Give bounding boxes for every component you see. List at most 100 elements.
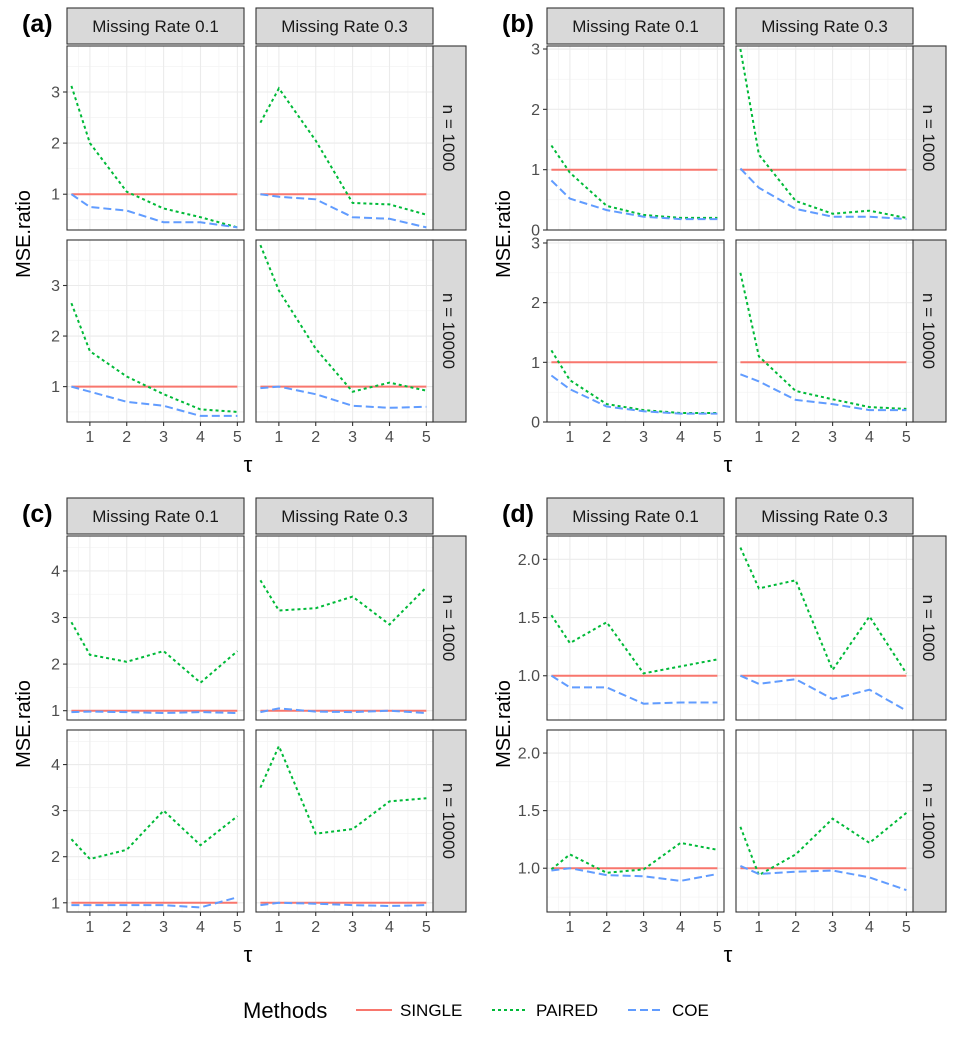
series-line-paired — [739, 48, 907, 219]
x-tick-label: 1 — [274, 919, 283, 936]
plot-border — [546, 239, 725, 423]
facet-strip-column — [735, 7, 914, 45]
facet-cell: 1.0 1.5 2.0 — [518, 535, 725, 721]
chart-panel: (c) Missing Rate 0.1 Missing Rate 0.3 n = 1… — [13, 497, 467, 967]
plot-background — [547, 730, 724, 912]
x-tick-label: 5 — [713, 429, 722, 446]
x-tick-label: 2 — [311, 429, 320, 446]
panel-label: (b) — [502, 10, 534, 38]
legend-item-label: PAIRED — [536, 1001, 598, 1020]
plot-border — [66, 535, 245, 721]
series-line-paired — [550, 614, 718, 675]
y-tick-label: 2.0 — [518, 552, 540, 569]
facet-cell: 0 1 2 3 — [531, 42, 725, 240]
plot-border — [255, 729, 434, 913]
x-tick-label: 3 — [348, 429, 357, 446]
series-line-paired — [550, 349, 718, 414]
y-tick-label: 1 — [51, 187, 60, 204]
x-tick-label: 2 — [122, 919, 131, 936]
y-tick-label: 3 — [51, 803, 60, 820]
plot-background — [67, 730, 244, 912]
plot-border — [255, 535, 434, 721]
legend-item-label: SINGLE — [400, 1001, 462, 1020]
y-tick-label: 1 — [531, 162, 540, 179]
x-axis-label: τ — [244, 942, 253, 967]
series-line-coe — [260, 901, 427, 908]
panel-label: (c) — [22, 500, 53, 528]
chart-panel: (b) Missing Rate 0.1 Missing Rate 0.3 n = 1… — [493, 7, 947, 477]
series-line-coe — [260, 707, 427, 714]
y-tick-label: 4 — [51, 757, 60, 774]
facet-strip-column — [66, 7, 245, 45]
legend: Methods SINGLE PAIRED COE — [243, 998, 709, 1023]
facet-strip-row-label: n = 1000 — [439, 595, 458, 662]
y-tick-label: 2 — [51, 657, 60, 674]
series-line-paired — [259, 579, 428, 626]
series-line-paired — [550, 841, 718, 874]
x-tick-label: 3 — [639, 919, 648, 936]
series-line-coe — [71, 385, 238, 417]
y-tick-label: 2 — [531, 295, 540, 312]
x-tick-label: 1 — [85, 429, 94, 446]
series-line-paired — [259, 743, 427, 835]
y-tick-label: 3 — [531, 42, 540, 59]
plot-background — [256, 536, 433, 720]
y-tick-label: 2 — [51, 136, 60, 153]
y-tick-label: 3 — [531, 235, 540, 252]
y-axis-label: MSE.ratio — [493, 680, 515, 768]
facet-cell: 1 2 3 4 5 — [735, 729, 914, 936]
legend-title: Methods — [243, 998, 327, 1023]
facet-strip-column — [735, 497, 914, 535]
x-tick-label: 4 — [865, 429, 874, 446]
facet-strip-column — [546, 497, 725, 535]
facet-cell: 0 1 2 3 1 2 3 4 5 — [531, 235, 725, 446]
facet-cell — [735, 535, 914, 721]
series-line-paired — [70, 621, 239, 685]
plot-background — [736, 46, 913, 230]
facet-strip-row-label: n = 1000 — [919, 105, 938, 172]
x-tick-label: 5 — [233, 429, 242, 446]
x-tick-label: 4 — [196, 919, 205, 936]
x-tick-label: 3 — [828, 919, 837, 936]
series-line-coe — [740, 373, 907, 412]
x-tick-label: 3 — [159, 429, 168, 446]
x-tick-label: 1 — [565, 919, 574, 936]
series-line-paired — [739, 272, 907, 410]
x-tick-label: 5 — [902, 919, 911, 936]
y-tick-label: 2 — [51, 329, 60, 346]
plot-background — [256, 730, 433, 912]
y-tick-label: 2 — [531, 102, 540, 119]
x-tick-label: 1 — [85, 919, 94, 936]
facet-strip-row — [911, 535, 947, 721]
x-tick-label: 2 — [791, 429, 800, 446]
plot-background — [67, 46, 244, 230]
x-tick-label: 3 — [348, 919, 357, 936]
facet-strip-column-label: Missing Rate 0.1 — [572, 507, 699, 526]
facet-strip-column-label: Missing Rate 0.3 — [281, 17, 408, 36]
facet-cell: 1 2 3 4 — [51, 535, 245, 721]
x-tick-label: 5 — [422, 429, 431, 446]
facet-strip-column-label: Missing Rate 0.3 — [281, 507, 408, 526]
series-line-coe — [739, 167, 907, 221]
chart-panel: (a) Missing Rate 0.1 Missing Rate 0.3 n = 1… — [13, 7, 467, 477]
plot-border — [735, 729, 914, 913]
series-line-coe — [739, 674, 907, 712]
y-tick-label: 4 — [51, 563, 60, 580]
x-tick-label: 1 — [754, 429, 763, 446]
x-tick-label: 2 — [602, 919, 611, 936]
series-line-coe — [550, 179, 718, 221]
x-tick-label: 4 — [385, 429, 394, 446]
x-tick-label: 3 — [639, 429, 648, 446]
plot-border — [735, 239, 914, 423]
x-tick-label: 2 — [311, 919, 320, 936]
chart-panel: (d) Missing Rate 0.1 Missing Rate 0.3 n = 1… — [493, 497, 947, 967]
facet-strip-column — [255, 497, 434, 535]
plot-background — [736, 240, 913, 422]
facet-cell — [255, 535, 434, 721]
facet-strip-row-label: n = 1000 — [919, 595, 938, 662]
plot-border — [546, 535, 725, 721]
x-tick-label: 5 — [233, 919, 242, 936]
plot-background — [67, 240, 244, 422]
series-line-paired — [739, 812, 908, 877]
